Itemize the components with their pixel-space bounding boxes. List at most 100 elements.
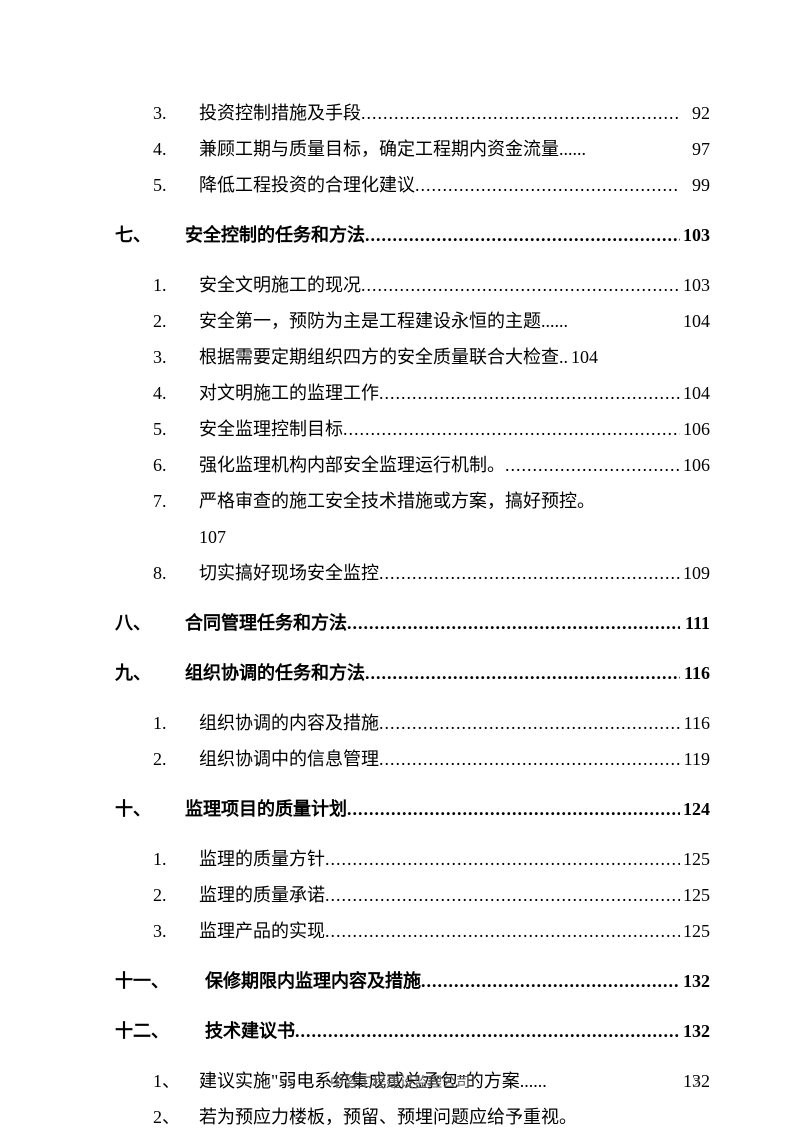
toc-page: 104 [568,339,598,375]
toc-text: 安全监理控制目标 [199,411,343,447]
toc-page: 124 [680,791,710,827]
toc-text: 强化监理机构内部安全监理运行机制。 [199,447,505,483]
toc-page: 97 [680,131,710,167]
toc-text: 合同管理任务和方法 [185,605,347,641]
toc-entry: 1.组织协调的内容及措施116 [115,705,710,741]
toc-number: 2. [115,303,199,339]
toc-entry: 6.强化监理机构内部安全监理运行机制。 106 [115,447,710,483]
toc-text: 安全文明施工的现况 [199,267,361,303]
toc-leader [379,555,680,591]
toc-text: 严格审查的施工安全技术措施或方案，搞好预控。 [199,483,595,519]
toc-entry: 2.安全第一，预防为主是工程建设永恒的主题......104 [115,303,710,339]
toc-page: 116 [680,705,710,741]
toc-page: 119 [680,741,710,777]
toc-number: 十二、 [115,1013,205,1049]
toc-leader [505,447,680,483]
toc-section: 十二、技术建议书132 [115,1013,710,1049]
toc-leader [347,791,680,827]
footer-page-number: 2 [693,1076,700,1092]
toc-page: 111 [680,605,710,641]
toc-leader [421,963,680,999]
toc-leader [379,741,680,777]
toc-entry: 3.根据需要定期组织四方的安全质量联合大检查..104 [115,339,710,375]
toc-leader [343,411,680,447]
toc-page: 103 [680,267,710,303]
toc-text: 监理的质量承诺 [199,877,325,913]
toc-number: 2. [115,741,199,777]
toc-text: 投资控制措施及手段 [199,95,361,131]
toc-number: 2. [115,877,199,913]
toc-entry: 3.监理产品的实现 125 [115,913,710,949]
toc-section: 十一、保修期限内监理内容及措施132 [115,963,710,999]
toc-entry: 1.安全文明施工的现况103 [115,267,710,303]
toc-number: 4. [115,375,199,411]
toc-text: 组织协调的任务和方法 [185,655,365,691]
toc-leader: .. [559,339,568,375]
toc-number: 3. [115,339,199,375]
toc-text: 降低工程投资的合理化建议 [199,167,415,203]
toc-number: 8. [115,555,199,591]
toc-page: 125 [680,841,710,877]
toc-section: 九、组织协调的任务和方法 116 [115,655,710,691]
toc-container: 3.投资控制措施及手段924.兼顾工期与质量目标，确定工程期内资金流量.....… [115,95,710,1135]
toc-leader [325,841,680,877]
toc-entry: 4.兼顾工期与质量目标，确定工程期内资金流量......97 [115,131,710,167]
toc-text: 监理项目的质量计划 [185,791,347,827]
toc-page: 132 [680,963,710,999]
toc-leader [361,95,680,131]
toc-number: 十、 [115,791,185,827]
toc-section: 十、监理项目的质量计划 124 [115,791,710,827]
toc-text: 安全控制的任务和方法 [185,217,365,253]
toc-number: 3. [115,913,199,949]
toc-number: 1. [115,841,199,877]
toc-number: 7. [115,483,199,519]
toc-leader [361,267,680,303]
toc-page: 106 [680,411,710,447]
toc-leader: ...... [559,131,680,167]
toc-number: 5. [115,167,199,203]
toc-number: 4. [115,131,199,167]
toc-entry: 2、若为预应力楼板，预留、预埋问题应给予重视。 [115,1099,710,1135]
toc-entry: 5.安全监理控制目标 106 [115,411,710,447]
toc-text: 技术建议书 [205,1013,295,1049]
toc-entry: 1.监理的质量方针 125 [115,841,710,877]
toc-leader [325,913,680,949]
toc-page: 3.投资控制措施及手段924.兼顾工期与质量目标，确定工程期内资金流量.....… [0,0,800,1132]
toc-text: 若为预应力楼板，预留、预埋问题应给予重视。 [199,1099,577,1135]
toc-entry: 2.组织协调中的信息管理 119 [115,741,710,777]
toc-entry: 5.降低工程投资的合理化建议 99 [115,167,710,203]
toc-section: 八、合同管理任务和方法 111 [115,605,710,641]
toc-text: 组织协调的内容及措施 [199,705,379,741]
toc-text: 安全第一，预防为主是工程建设永恒的主题 [199,303,541,339]
toc-page: 125 [680,877,710,913]
toc-page: 103 [680,217,710,253]
toc-text: 监理的质量方针 [199,841,325,877]
toc-leader: ...... [541,303,680,339]
toc-page: 109 [680,555,710,591]
toc-number: 八、 [115,605,185,641]
toc-number: 2、 [115,1099,199,1135]
toc-text: 切实搞好现场安全监控 [199,555,379,591]
toc-text: 对文明施工的监理工作 [199,375,379,411]
toc-page: 92 [680,95,710,131]
toc-number: 5. [115,411,199,447]
toc-text: 监理产品的实现 [199,913,325,949]
toc-leader [379,705,680,741]
toc-number: 九、 [115,655,185,691]
toc-page: 116 [680,655,710,691]
toc-number: 3. [115,95,199,131]
toc-number: 6. [115,447,199,483]
toc-entry: 4.对文明施工的监理工作 104 [115,375,710,411]
toc-page: 104 [680,375,710,411]
toc-leader [325,877,680,913]
toc-leader [415,167,680,203]
toc-page: 99 [680,167,710,203]
toc-section: 七、安全控制的任务和方法103 [115,217,710,253]
toc-page: 106 [680,447,710,483]
toc-number: 十一、 [115,963,205,999]
toc-page: 125 [680,913,710,949]
toc-leader [295,1013,680,1049]
footer-company: 中咨工程建设监理公司 [0,1072,800,1092]
toc-leader [365,217,680,253]
toc-text: 组织协调中的信息管理 [199,741,379,777]
